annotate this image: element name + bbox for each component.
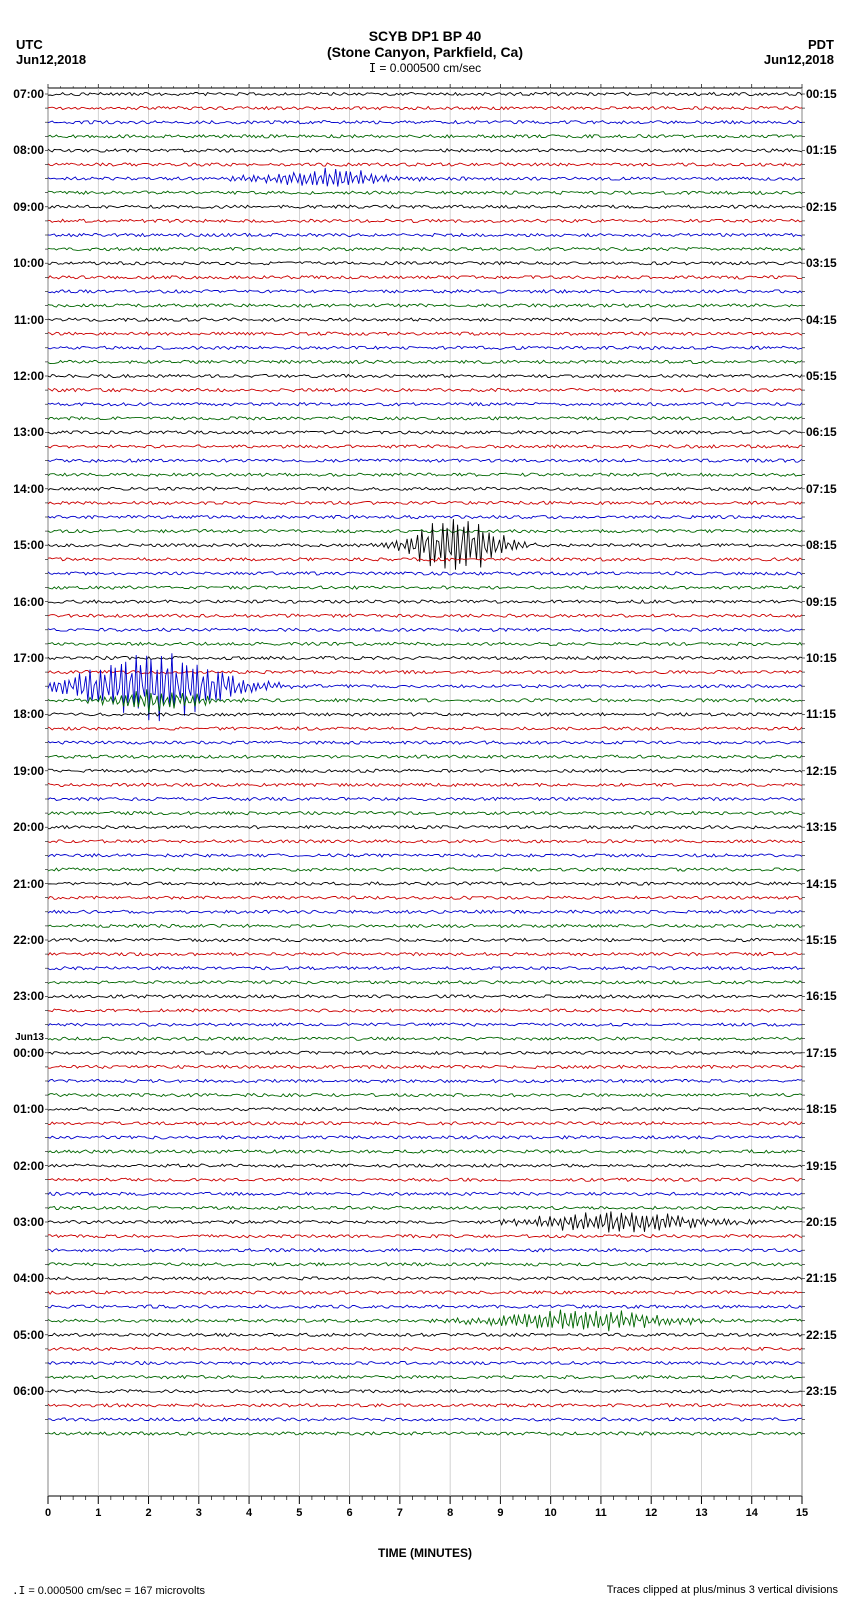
svg-text:1: 1: [95, 1507, 101, 1519]
time-label: 22:15: [806, 1329, 837, 1341]
time-label: 05:00: [13, 1329, 44, 1341]
svg-text:13: 13: [695, 1507, 707, 1519]
time-label: 20:00: [13, 821, 44, 833]
chart-header: UTC Jun12,2018 SCYB DP1 BP 40 (Stone Can…: [0, 0, 850, 76]
footer-right: Traces clipped at plus/minus 3 vertical …: [607, 1584, 838, 1597]
time-label: Jun13: [15, 1033, 44, 1043]
time-label: 12:00: [13, 370, 44, 382]
svg-text:9: 9: [497, 1507, 503, 1519]
time-label: 22:00: [13, 934, 44, 946]
time-label: 09:15: [806, 596, 837, 608]
time-label: 04:15: [806, 314, 837, 326]
scale-bar-icon: .I: [12, 1584, 25, 1597]
title-line2: (Stone Canyon, Parkfield, Ca): [0, 44, 850, 60]
time-label: 11:15: [806, 708, 836, 720]
plot-container: 07:00 08:00 09:00 10:00 11:00 12:00 13:00 14:00…: [0, 84, 850, 1544]
time-label: 04:00: [13, 1272, 44, 1284]
svg-text:14: 14: [746, 1507, 759, 1519]
time-label: 07:15: [806, 483, 837, 495]
right-date: Jun12,2018: [764, 53, 834, 68]
time-label: 18:15: [806, 1103, 837, 1115]
time-label: 03:15: [806, 257, 837, 269]
x-axis-label: TIME (MINUTES): [0, 1546, 850, 1560]
footer: .I = 0.000500 cm/sec = 167 microvolts Tr…: [0, 1560, 850, 1607]
time-label: 14:00: [13, 483, 44, 495]
scale-bar-icon: I: [369, 62, 376, 76]
time-label: 05:15: [806, 370, 837, 382]
time-label: 09:00: [13, 201, 44, 213]
time-label: 11:00: [14, 314, 44, 326]
time-label: 10:15: [806, 652, 837, 664]
time-label: 01:15: [806, 144, 837, 156]
time-label: 08:00: [13, 144, 44, 156]
left-tz: UTC: [16, 38, 86, 53]
time-label: 13:00: [13, 426, 44, 438]
svg-text:5: 5: [296, 1507, 302, 1519]
time-label: 06:00: [13, 1385, 44, 1397]
time-label: 21:00: [13, 878, 44, 890]
svg-text:8: 8: [447, 1507, 453, 1519]
time-label: 16:00: [13, 596, 44, 608]
left-date: Jun12,2018: [16, 53, 86, 68]
svg-text:15: 15: [796, 1507, 808, 1519]
scale-legend-text: = 0.000500 cm/sec: [379, 61, 481, 75]
svg-text:11: 11: [595, 1507, 607, 1519]
time-label: 21:15: [806, 1272, 837, 1284]
svg-text:2: 2: [145, 1507, 151, 1519]
time-label: 14:15: [806, 878, 837, 890]
time-label: 01:00: [13, 1103, 44, 1115]
svg-text:4: 4: [246, 1507, 253, 1519]
svg-text:12: 12: [645, 1507, 657, 1519]
scale-legend: I = 0.000500 cm/sec: [0, 62, 850, 76]
time-label: 08:15: [806, 539, 837, 551]
seismogram-plot: 0123456789101112131415: [0, 84, 850, 1544]
time-label: 06:15: [806, 426, 837, 438]
time-label: 20:15: [806, 1216, 837, 1228]
right-tz: PDT: [764, 38, 834, 53]
title-line1: SCYB DP1 BP 40: [0, 28, 850, 44]
right-tz-block: PDT Jun12,2018: [764, 38, 834, 68]
left-tz-block: UTC Jun12,2018: [16, 38, 86, 68]
time-label: 19:00: [13, 765, 44, 777]
time-label: 18:00: [13, 708, 44, 720]
svg-text:6: 6: [347, 1507, 353, 1519]
footer-left: .I = 0.000500 cm/sec = 167 microvolts: [12, 1584, 205, 1597]
time-label: 15:00: [13, 539, 44, 551]
time-label: 13:15: [806, 821, 837, 833]
svg-text:3: 3: [196, 1507, 202, 1519]
svg-text:10: 10: [545, 1507, 557, 1519]
time-label: 12:15: [806, 765, 837, 777]
svg-text:0: 0: [45, 1507, 51, 1519]
time-label: 23:15: [806, 1385, 837, 1397]
time-label: 17:00: [13, 652, 44, 664]
footer-left-text: = 0.000500 cm/sec = 167 microvolts: [28, 1585, 205, 1597]
time-label: 16:15: [806, 990, 837, 1002]
time-label: 17:15: [806, 1047, 837, 1059]
time-label: 03:00: [13, 1216, 44, 1228]
svg-text:7: 7: [397, 1507, 403, 1519]
time-label: 02:00: [13, 1160, 44, 1172]
time-label: 07:00: [13, 88, 44, 100]
time-label: 10:00: [13, 257, 44, 269]
time-label: 19:15: [806, 1160, 837, 1172]
time-label: 02:15: [806, 201, 837, 213]
time-label: 23:00: [13, 990, 44, 1002]
time-label: 00:00: [13, 1047, 44, 1059]
time-label: 00:15: [806, 88, 837, 100]
time-label: 15:15: [806, 934, 837, 946]
